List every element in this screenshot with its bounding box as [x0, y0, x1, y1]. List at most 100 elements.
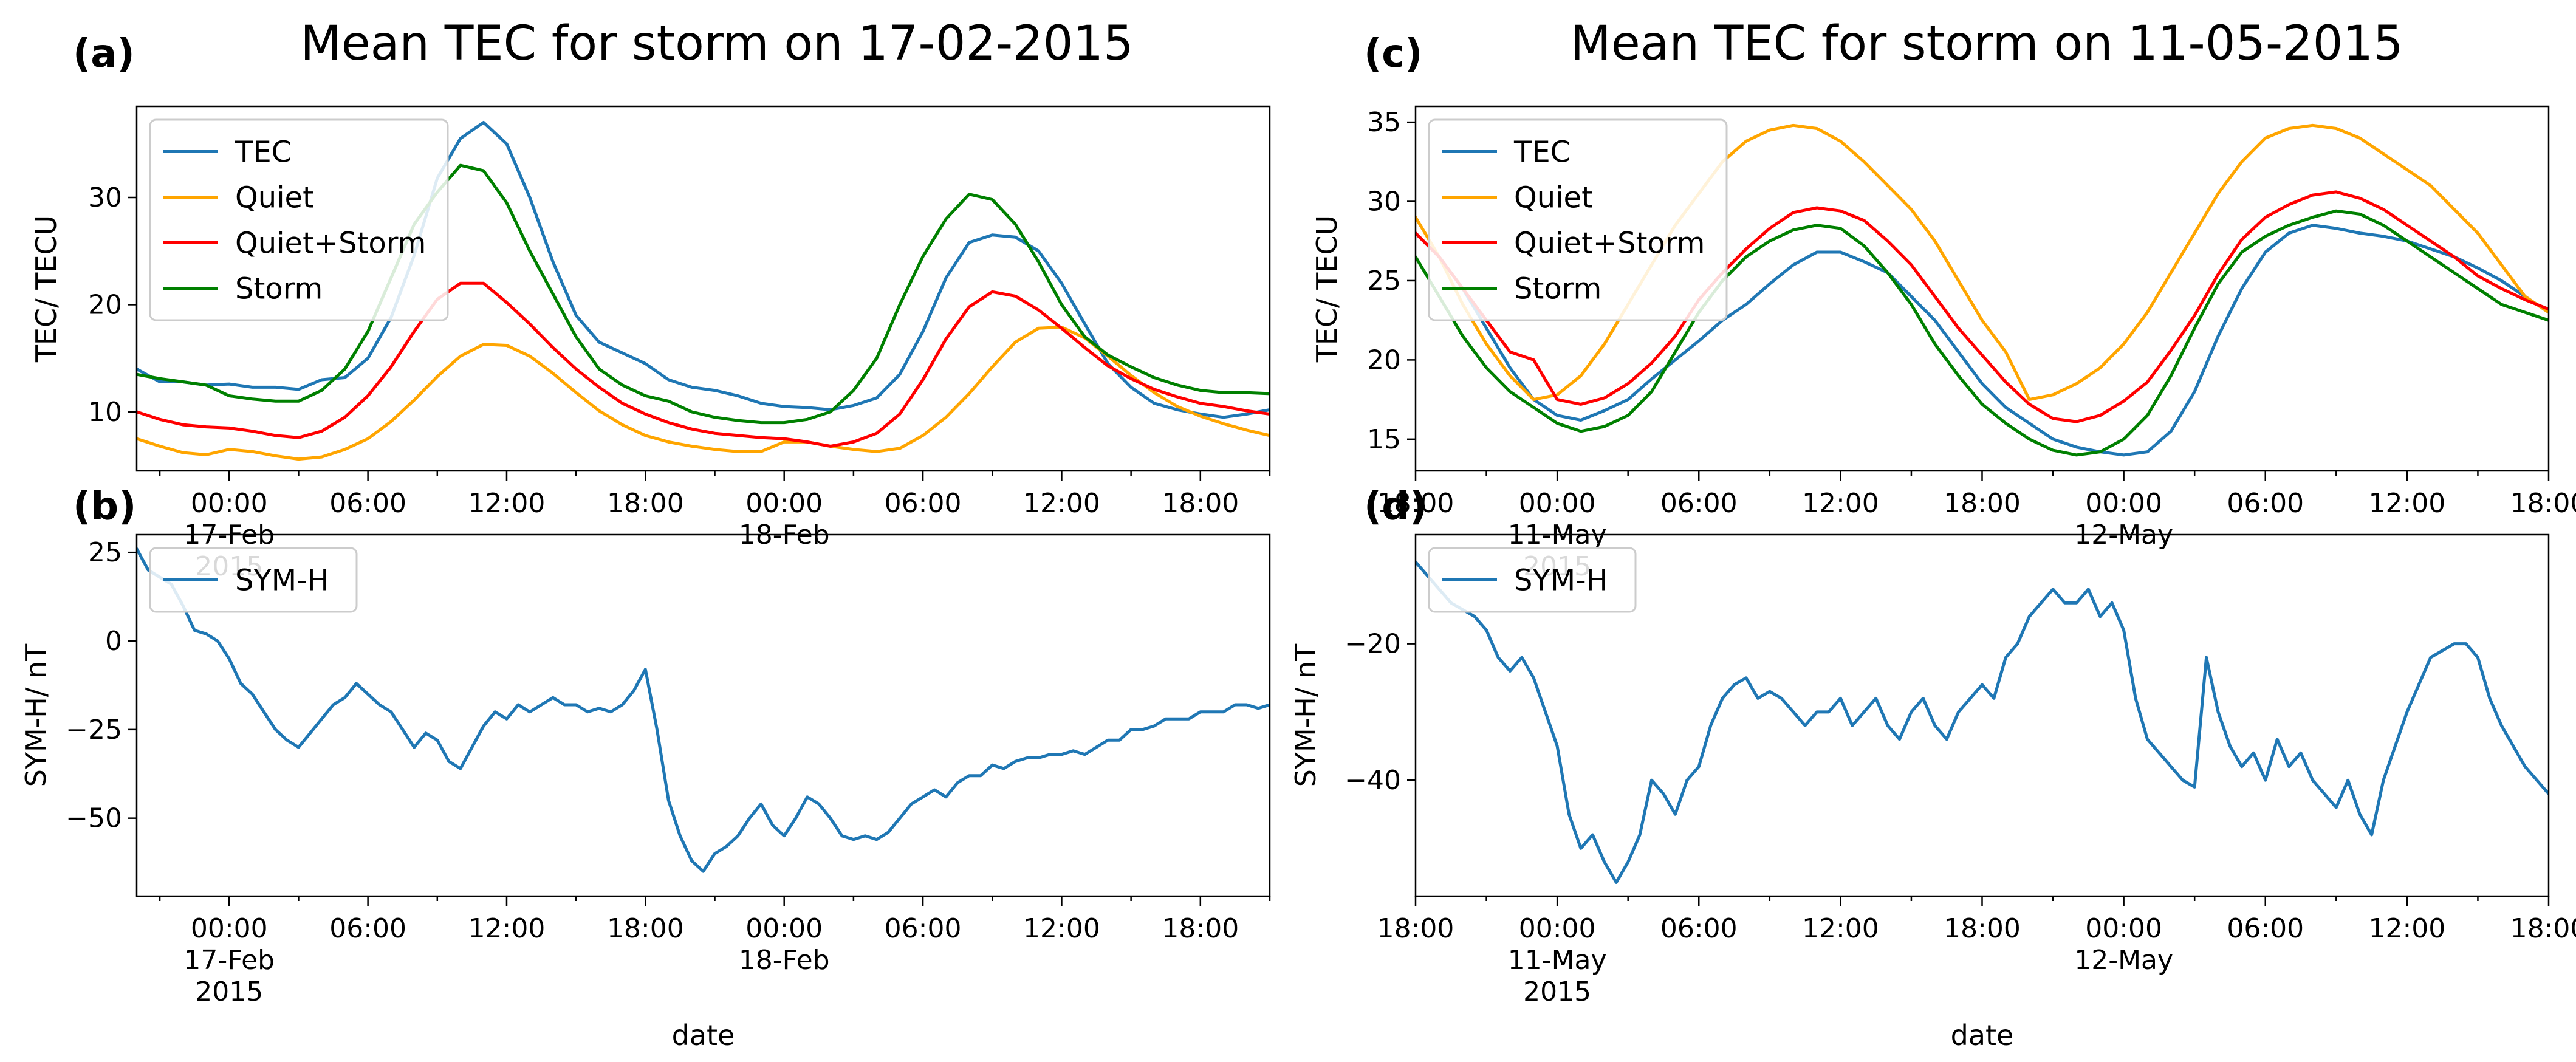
legend-label-c: TEC [1513, 135, 1571, 170]
x-tick-label-c: 00:00 [1519, 488, 1596, 519]
series-line-c-storm [1416, 209, 2549, 457]
series-line-d-sym-h [1416, 560, 2549, 884]
x-tick-label-d: 06:00 [1660, 913, 1738, 944]
x-tick-label-d: 00:00 [2085, 913, 2162, 944]
y-tick-label-c: 30 [1367, 187, 1401, 218]
panel-label-d: (d) [1364, 484, 1427, 529]
x-tick-label-a: 12:00 [468, 488, 546, 519]
legend-box-b [149, 547, 358, 613]
x-tick-label-b: 18:00 [607, 913, 684, 944]
legend-label-a: TEC [235, 135, 292, 170]
series-line-a-quiet-storm [137, 281, 1270, 448]
panel-label-a: (a) [73, 32, 135, 77]
x-tick-label-b: 2015 [195, 976, 263, 1007]
panel-label-c: (c) [1364, 32, 1422, 77]
x-tick-label-b: 18:00 [1162, 913, 1239, 944]
y-tick-label-c: 35 [1367, 107, 1401, 138]
x-tick-label-c: 12:00 [2368, 488, 2445, 519]
series-line-c-quiet [1416, 123, 2549, 402]
legend-a: TEC Quiet Quiet+Storm Storm [149, 118, 449, 321]
x-tick-label-d: 18:00 [1377, 913, 1454, 944]
y-tick-label-b: 0 [105, 626, 122, 657]
x-axis-label-d: date [1951, 1019, 2014, 1052]
x-tick-label-b: 06:00 [885, 913, 962, 944]
x-tick-label-c: 18:00 [1377, 488, 1454, 519]
x-tick-label-d: 18:00 [2510, 913, 2576, 944]
x-tick-label-a: 18:00 [1162, 488, 1239, 519]
legend-b: SYM-H [149, 547, 358, 613]
y-tick-label-c: 25 [1367, 266, 1401, 296]
x-tick-label-c: 12:00 [1802, 488, 1879, 519]
legend-label-c: Quiet+Storm [1514, 227, 1705, 261]
x-tick-label-a: 00:00 [191, 488, 268, 519]
x-tick-label-a: 12:00 [1023, 488, 1100, 519]
legend-label-d: SYM-H [1514, 564, 1608, 598]
chart-panel-c: (c) Mean TEC for storm on 11-05-2015 15 20 2… [1310, 16, 2576, 582]
x-axis-label-b: date [672, 1019, 735, 1052]
y-tick-label-c: 20 [1367, 344, 1401, 375]
x-tick-label-d: 11-May [1508, 945, 1607, 976]
axes-frame-a [135, 105, 1271, 472]
chart-panel-a: (a) Mean TEC for storm on 17-02-2015 10 20 3… [30, 16, 1271, 582]
x-tick-label-c: 00:00 [2085, 488, 2162, 519]
x-tick-label-b: 18-Feb [739, 945, 830, 976]
y-axis-label-b: SYM-H/ nT [19, 643, 52, 787]
x-tick-label-b: 12:00 [1023, 913, 1100, 944]
x-tick-label-c: 06:00 [1660, 488, 1738, 519]
series-line-a-storm [137, 163, 1270, 425]
x-tick-label-c: 18:00 [2510, 488, 2576, 519]
legend-label-a: Quiet+Storm [235, 227, 426, 261]
x-tick-label-c: 18:00 [1944, 488, 2021, 519]
x-tick-label-a: 06:00 [329, 488, 406, 519]
y-tick-label-d: −20 [1345, 629, 1401, 660]
y-axis-label-d: SYM-H/ nT [1289, 643, 1322, 787]
x-tick-label-b: 06:00 [329, 913, 406, 944]
x-tick-label-b: 00:00 [745, 913, 823, 944]
panel-label-b: (b) [73, 484, 136, 529]
series-line-c-tec [1416, 224, 2549, 457]
y-tick-label-d: −40 [1345, 765, 1401, 796]
x-tick-label-b: 00:00 [191, 913, 268, 944]
x-tick-label-d: 00:00 [1519, 913, 1596, 944]
y-tick-label-b: −50 [66, 803, 122, 834]
x-tick-label-a: 06:00 [885, 488, 962, 519]
series-line-a-quiet [137, 326, 1270, 461]
legend-label-c: Storm [1514, 272, 1601, 306]
axes-frame-b [135, 533, 1271, 897]
x-tick-label-d: 2015 [1523, 976, 1591, 1007]
series-line-a-tec [137, 121, 1270, 419]
x-tick-label-d: 12-May [2074, 945, 2173, 976]
legend-label-c: Quiet [1514, 181, 1593, 215]
y-tick-label-a: 30 [88, 182, 122, 213]
legend-box-c [1428, 118, 1728, 321]
legend-box-d [1428, 547, 1637, 613]
y-tick-label-a: 20 [88, 289, 122, 320]
x-tick-label-d: 12:00 [2368, 913, 2445, 944]
y-axis-label-a: TEC/ TECU [30, 215, 63, 363]
x-tick-label-c: 06:00 [2227, 488, 2304, 519]
chart-title-c: Mean TEC for storm on 11-05-2015 [1570, 16, 2403, 71]
y-axis-label-c: TEC/ TECU [1310, 215, 1343, 363]
x-tick-label-d: 18:00 [1944, 913, 2021, 944]
y-tick-label-a: 10 [88, 397, 122, 428]
series-line-b-sym-h [137, 547, 1270, 873]
series-line-c-quiet-storm [1416, 190, 2549, 423]
x-tick-label-d: 12:00 [1802, 913, 1879, 944]
x-tick-label-a: 18:00 [607, 488, 684, 519]
y-tick-label-b: 25 [88, 537, 122, 568]
y-tick-label-c: 15 [1367, 424, 1401, 455]
legend-box-a [149, 118, 449, 321]
x-tick-label-b: 17-Feb [183, 945, 275, 976]
legend-c: TEC Quiet Quiet+Storm Storm [1428, 118, 1728, 321]
x-tick-label-d: 06:00 [2227, 913, 2304, 944]
x-tick-label-a: 00:00 [745, 488, 823, 519]
x-tick-label-b: 12:00 [468, 913, 546, 944]
chart-title-a: Mean TEC for storm on 17-02-2015 [300, 16, 1133, 71]
legend-label-b: SYM-H [235, 564, 329, 598]
legend-label-a: Quiet [235, 181, 314, 215]
y-tick-label-b: −25 [66, 714, 122, 745]
legend-d: SYM-H [1428, 547, 1637, 613]
